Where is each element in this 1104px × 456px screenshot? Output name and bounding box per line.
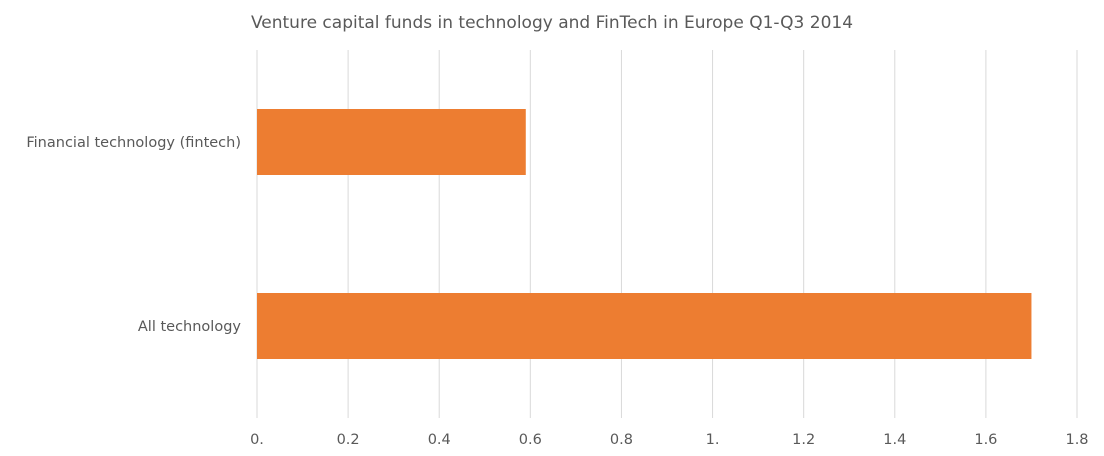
x-tick-label: 1.8 (1065, 432, 1088, 448)
bar (257, 293, 1032, 359)
category-labels: Financial technology (fintech) All techno… (26, 135, 241, 335)
x-tick-label: 0.2 (337, 432, 360, 448)
x-tick-label: 0.8 (610, 432, 633, 448)
x-tick-label: 1. (706, 432, 720, 448)
x-tick-label: 1.2 (792, 432, 815, 448)
x-tick-label: 0. (250, 432, 264, 448)
gridlines (256, 50, 1078, 418)
category-label: Financial technology (fintech) (26, 135, 241, 151)
x-tick-label: 1.6 (974, 432, 997, 448)
category-label: All technology (138, 319, 242, 335)
chart-title: Venture capital funds in technology and … (251, 13, 853, 33)
x-axis-tick-labels: 0. 0.2 0.4 0.6 0.8 1. 1.2 1.4 1.6 1.8 (250, 432, 1088, 448)
bars (257, 109, 1032, 359)
x-tick-label: 0.6 (519, 432, 542, 448)
bar (257, 109, 526, 175)
x-tick-label: 0.4 (428, 432, 451, 448)
x-tick-label: 1.4 (883, 432, 906, 448)
